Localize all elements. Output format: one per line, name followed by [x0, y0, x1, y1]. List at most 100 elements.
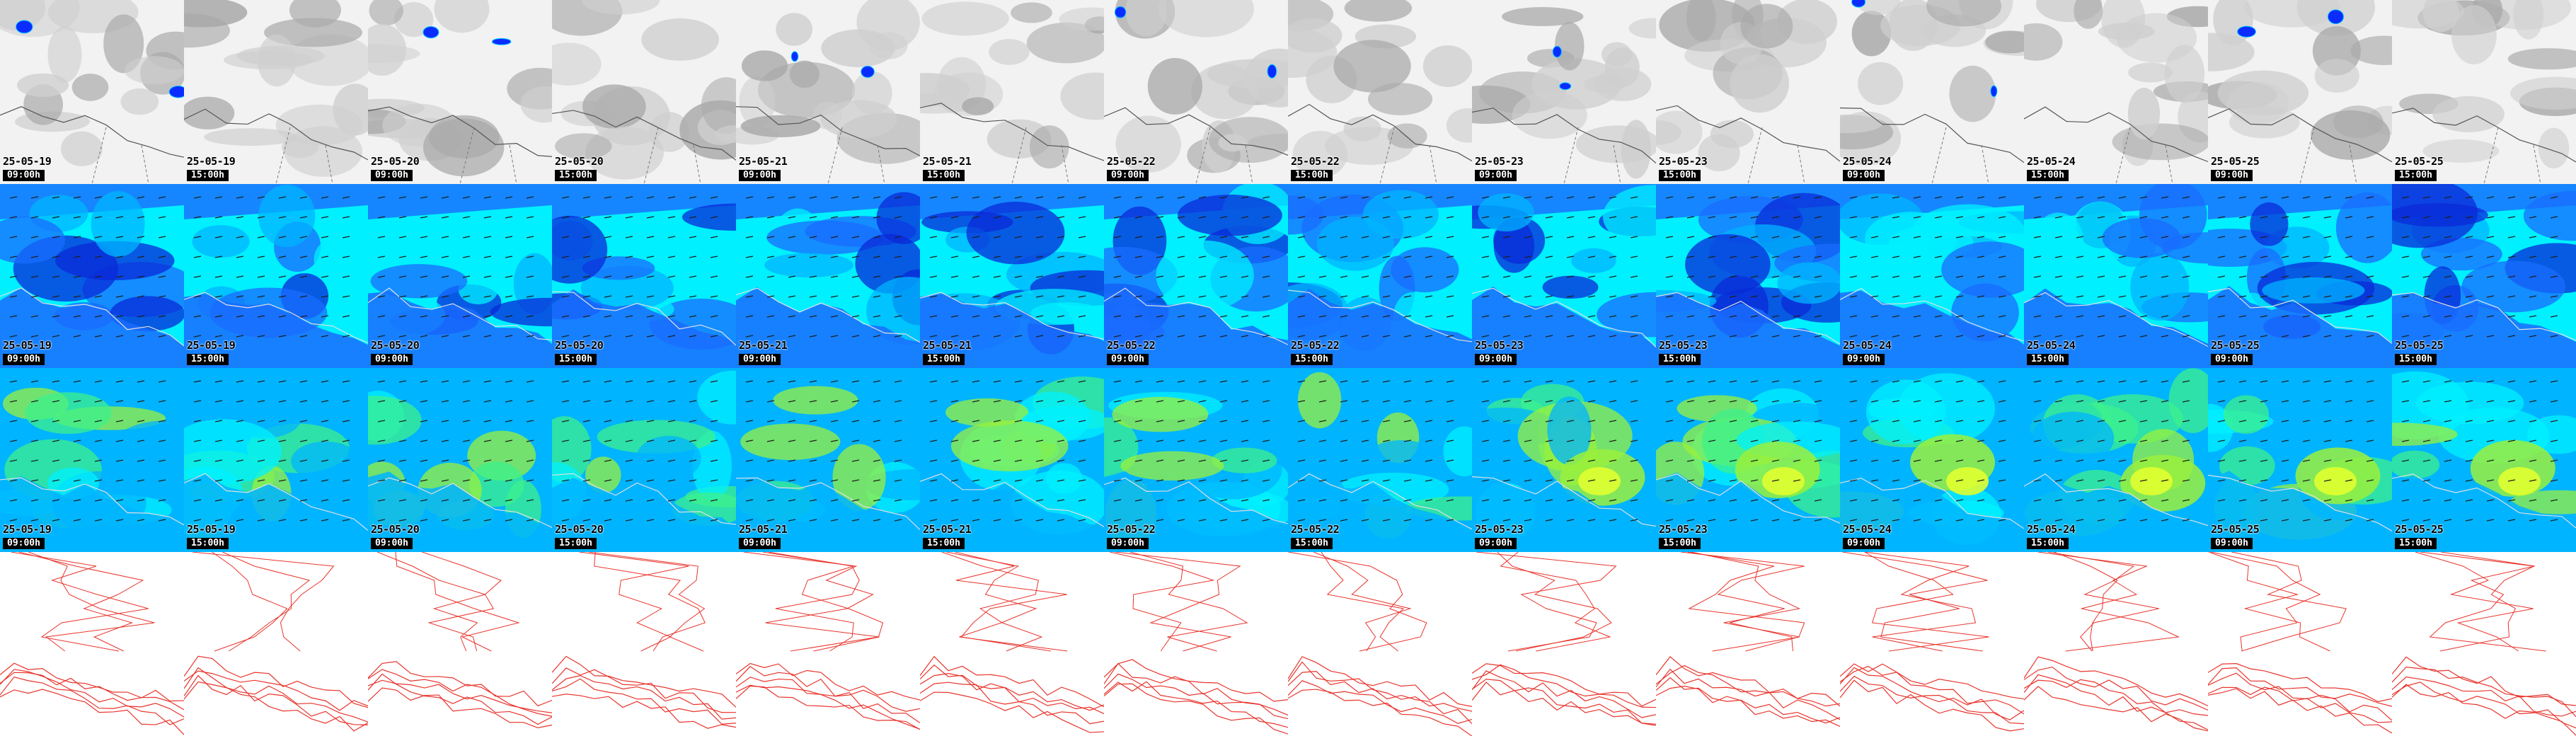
wind-barb: [1955, 400, 1964, 403]
wind-barb: [561, 479, 570, 482]
cloud-map-svg: [1472, 0, 1656, 184]
contour-map-svg: [368, 552, 552, 736]
wind-barb: [257, 499, 265, 502]
wind-barb: [766, 459, 775, 462]
pressure-contour: [1104, 683, 1288, 735]
pressure-contour: [552, 678, 736, 725]
wind-barb: [1977, 380, 1985, 383]
wind-barb: [2033, 380, 2042, 383]
wind-barb: [214, 315, 223, 318]
wind-barb: [2161, 479, 2169, 482]
wind-barb: [1729, 479, 1737, 482]
wind-barb: [398, 439, 407, 442]
wind-barb: [646, 196, 655, 199]
wind-barb: [1134, 196, 1143, 199]
wind-barb: [2118, 275, 2127, 278]
wind-barb: [993, 315, 1001, 318]
wind-barb: [2182, 479, 2190, 482]
wind-barb: [561, 420, 570, 422]
pressure-contour: [2024, 686, 2208, 732]
wind-barb: [710, 275, 718, 278]
wind-barb: [894, 380, 902, 383]
wind-barb: [561, 315, 570, 318]
sea-area: [1656, 472, 1840, 552]
wind-barb: [1361, 519, 1369, 522]
wind-barb: [2550, 420, 2558, 422]
wind-barb: [1078, 479, 1086, 482]
cloud-patch: [1575, 125, 1656, 163]
wind-barb: [1014, 295, 1023, 298]
wind-barb: [257, 400, 265, 403]
wind-barb: [1630, 216, 1638, 219]
pressure-contour: [1472, 663, 1656, 707]
wind-barb: [1340, 196, 1348, 199]
wind-barb: [830, 335, 839, 338]
wind-barb: [73, 295, 81, 298]
wind-barb: [1934, 236, 1943, 238]
wind-barb: [1446, 236, 1454, 238]
wind-barb: [1545, 335, 1553, 338]
wind-barb: [1262, 255, 1270, 258]
wind-barb: [1382, 420, 1391, 422]
wind-barb: [1665, 499, 1674, 502]
wind-barb: [788, 380, 796, 383]
wind-barb: [1134, 439, 1143, 442]
wind-barb: [1566, 420, 1575, 422]
wind-barb: [1262, 499, 1270, 502]
wind-barb: [788, 196, 796, 199]
pressure-contour: [184, 667, 368, 723]
wind-barb: [1014, 236, 1023, 238]
wind-barb: [1035, 459, 1044, 462]
wind-barb: [1113, 380, 1122, 383]
wind-barb: [420, 216, 428, 219]
contour-map-svg: [552, 552, 736, 736]
wind-barb: [1870, 479, 1879, 482]
wind-barb: [993, 295, 1001, 298]
wind-region: [1288, 195, 1323, 235]
wind-barb: [1198, 236, 1207, 238]
cloud-patch: [2451, 5, 2497, 64]
wind-barb: [1481, 439, 1490, 442]
cloud-patch: [1011, 2, 1052, 23]
wind-barb: [483, 400, 492, 403]
wind-barb: [646, 519, 655, 522]
wind-barb: [851, 236, 860, 238]
wind-barb: [526, 420, 534, 422]
wind-barb: [94, 315, 103, 318]
wind-barb: [483, 519, 492, 522]
wind-barb: [1382, 459, 1391, 462]
wind-barb: [236, 236, 244, 238]
wind-barb: [2465, 255, 2473, 258]
wind-barb: [2550, 400, 2558, 403]
cloud-patch: [2208, 33, 2255, 71]
wind-barb: [1729, 295, 1737, 298]
wind-barb: [830, 400, 839, 403]
wind-barb: [894, 479, 902, 482]
wind-region: [764, 253, 854, 277]
wind-barb: [30, 479, 39, 482]
wind-barb: [894, 196, 902, 199]
wind-barb: [193, 459, 202, 462]
wind-barb: [1113, 216, 1122, 219]
wind-barb: [873, 479, 881, 482]
cloud-patch: [2432, 96, 2505, 132]
wind-barb: [1955, 216, 1964, 219]
wind-barb: [1793, 315, 1801, 318]
cloud-patch: [869, 32, 908, 59]
wind-barb: [1686, 439, 1695, 442]
wind-barb: [462, 196, 471, 199]
wind-barb: [2486, 295, 2495, 298]
wind-low-row-tile: 25-05-21 15:00h: [920, 184, 1104, 368]
wind-barb: [158, 275, 166, 278]
pressure-contour: [2392, 667, 2576, 718]
coastline: [1472, 287, 1656, 347]
wind-barb: [52, 315, 60, 318]
wind-barb: [625, 196, 633, 199]
wind-barb: [2033, 400, 2042, 403]
wind-barb: [1793, 275, 1801, 278]
windlow-map-svg: [0, 184, 184, 368]
wind-barb: [2486, 315, 2495, 318]
wind-barb: [1035, 295, 1044, 298]
wind-barb: [1113, 255, 1122, 258]
